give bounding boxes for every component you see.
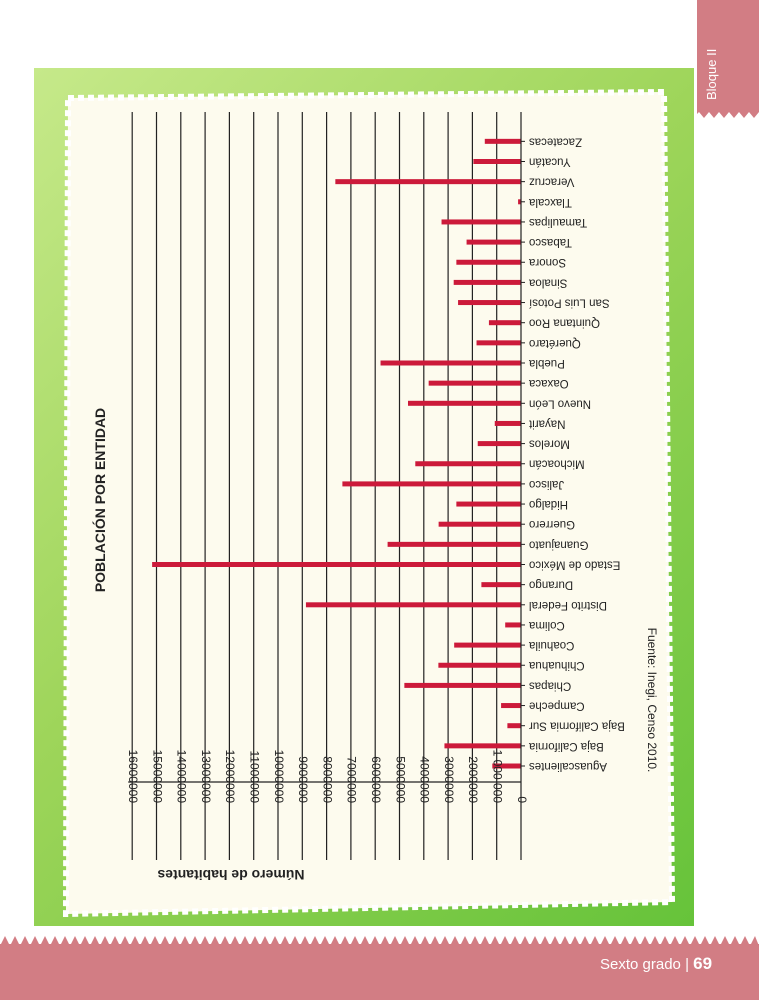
page-number: 69: [693, 954, 713, 973]
bar-8: [505, 622, 521, 628]
tick-label: 8000000: [320, 756, 334, 803]
tick-label: 16000000: [126, 750, 140, 804]
bar-4: [501, 703, 521, 709]
category-label: San Luis Potosí: [528, 297, 609, 309]
tick-label: 5000000: [393, 756, 407, 803]
category-label: Coahuila: [528, 639, 574, 651]
category-label: Baja California Sur: [529, 720, 625, 732]
section-tab: [697, 0, 759, 112]
category-label: Quintana Roo: [529, 317, 600, 329]
bar-19: [408, 400, 521, 406]
bar-27: [466, 239, 521, 245]
category-label: Jalisco: [529, 478, 564, 490]
tick-label: 7000000: [345, 756, 359, 803]
bar-13: [438, 521, 521, 527]
category-label: Campeche: [529, 700, 585, 712]
bar-10: [481, 582, 521, 588]
category-label: Zacatecas: [529, 135, 582, 147]
bar-25: [453, 279, 521, 285]
bar-3: [507, 723, 521, 729]
footer-text: Sexto grado | 69: [600, 954, 712, 974]
bars: [152, 138, 525, 769]
bar-20: [428, 380, 521, 386]
bar-21: [380, 360, 521, 366]
tick-label: 1 000 000: [491, 750, 505, 804]
category-label: Guanajuato: [529, 538, 588, 550]
tick-label: 15000000: [150, 750, 164, 804]
category-label: Chihuahua: [528, 659, 584, 671]
category-label: Durango: [529, 579, 573, 591]
footer-band: [0, 944, 759, 1000]
category-label: Yucatán: [529, 155, 571, 167]
category-label: Tlaxcala: [528, 196, 571, 208]
bar-17: [477, 441, 521, 447]
bar-15: [342, 481, 521, 487]
bar-2: [444, 743, 521, 749]
bar-23: [488, 320, 521, 326]
category-label: Puebla: [528, 357, 564, 369]
category-label: Guerrero: [529, 518, 575, 530]
bar-18: [494, 420, 521, 426]
bar-1: [492, 763, 521, 769]
tick-label: 0: [515, 796, 529, 803]
tick-label: 10000000: [272, 750, 286, 804]
tick-label: 2000000: [466, 756, 480, 803]
bar-7: [454, 642, 521, 648]
category-label: Colima: [528, 619, 564, 631]
grade-label: Sexto grado: [600, 956, 681, 973]
category-label: Nuevo León: [529, 397, 591, 409]
bar-22: [476, 340, 521, 346]
category-label: Estado de México: [529, 558, 620, 570]
category-label: Aguascalientes: [529, 760, 607, 772]
tick-labels: 0 1 000 000 2000000 3000000 4000000 5000000 60…: [126, 750, 529, 804]
tick-label: 12000000: [223, 750, 237, 804]
category-label: Distrito Federal: [529, 599, 607, 611]
bar-29: [518, 199, 521, 205]
category-label: Querétaro: [529, 337, 581, 349]
bar-11: [152, 562, 521, 567]
category-label: Veracruz: [529, 176, 575, 188]
category-label: Michoacán: [529, 458, 585, 470]
bar-26: [456, 259, 521, 265]
tick-label: 11000000: [248, 751, 262, 804]
category-label: Nayarit: [528, 417, 565, 429]
bar-31: [473, 159, 521, 164]
bar-30: [335, 179, 521, 185]
category-label: Tamaulipas: [529, 216, 587, 228]
bar-24: [458, 300, 521, 306]
x-axis-label: Número de habitantes: [157, 867, 304, 883]
bar-9: [305, 602, 521, 608]
source-note: Fuente: Inegi, Censo 2010.: [645, 628, 659, 773]
category-label: Hidalgo: [529, 498, 568, 510]
tick-label: 3000000: [442, 756, 456, 803]
category-labels: Aguascalientes Baja California Baja Califo…: [528, 135, 625, 772]
chart-title: POBLACIÓN POR ENTIDAD: [91, 408, 108, 592]
category-label: Oaxaca: [528, 377, 568, 389]
tick-label: 14000000: [175, 750, 189, 804]
tick-label: 13000000: [199, 750, 213, 804]
category-label: Chiapas: [529, 679, 571, 691]
bar-12: [387, 541, 521, 547]
bar-28: [441, 219, 521, 225]
category-label: Sinaloa: [528, 276, 567, 288]
category-label: Morelos: [529, 438, 570, 450]
category-label: Baja California: [528, 740, 603, 752]
category-label: Tabasco: [529, 236, 572, 248]
bar-16: [415, 461, 521, 467]
category-label: Sonora: [528, 256, 566, 268]
tick-label: 4000000: [418, 756, 432, 803]
section-tab-zigzag: [697, 104, 759, 118]
tick-label: 6000000: [369, 756, 383, 803]
bar-6: [438, 662, 521, 668]
bar-14: [456, 501, 521, 507]
tick-label: 9000000: [296, 756, 310, 803]
footer-separator: |: [685, 956, 689, 973]
bar-5: [404, 682, 521, 688]
bar-32: [484, 138, 521, 144]
